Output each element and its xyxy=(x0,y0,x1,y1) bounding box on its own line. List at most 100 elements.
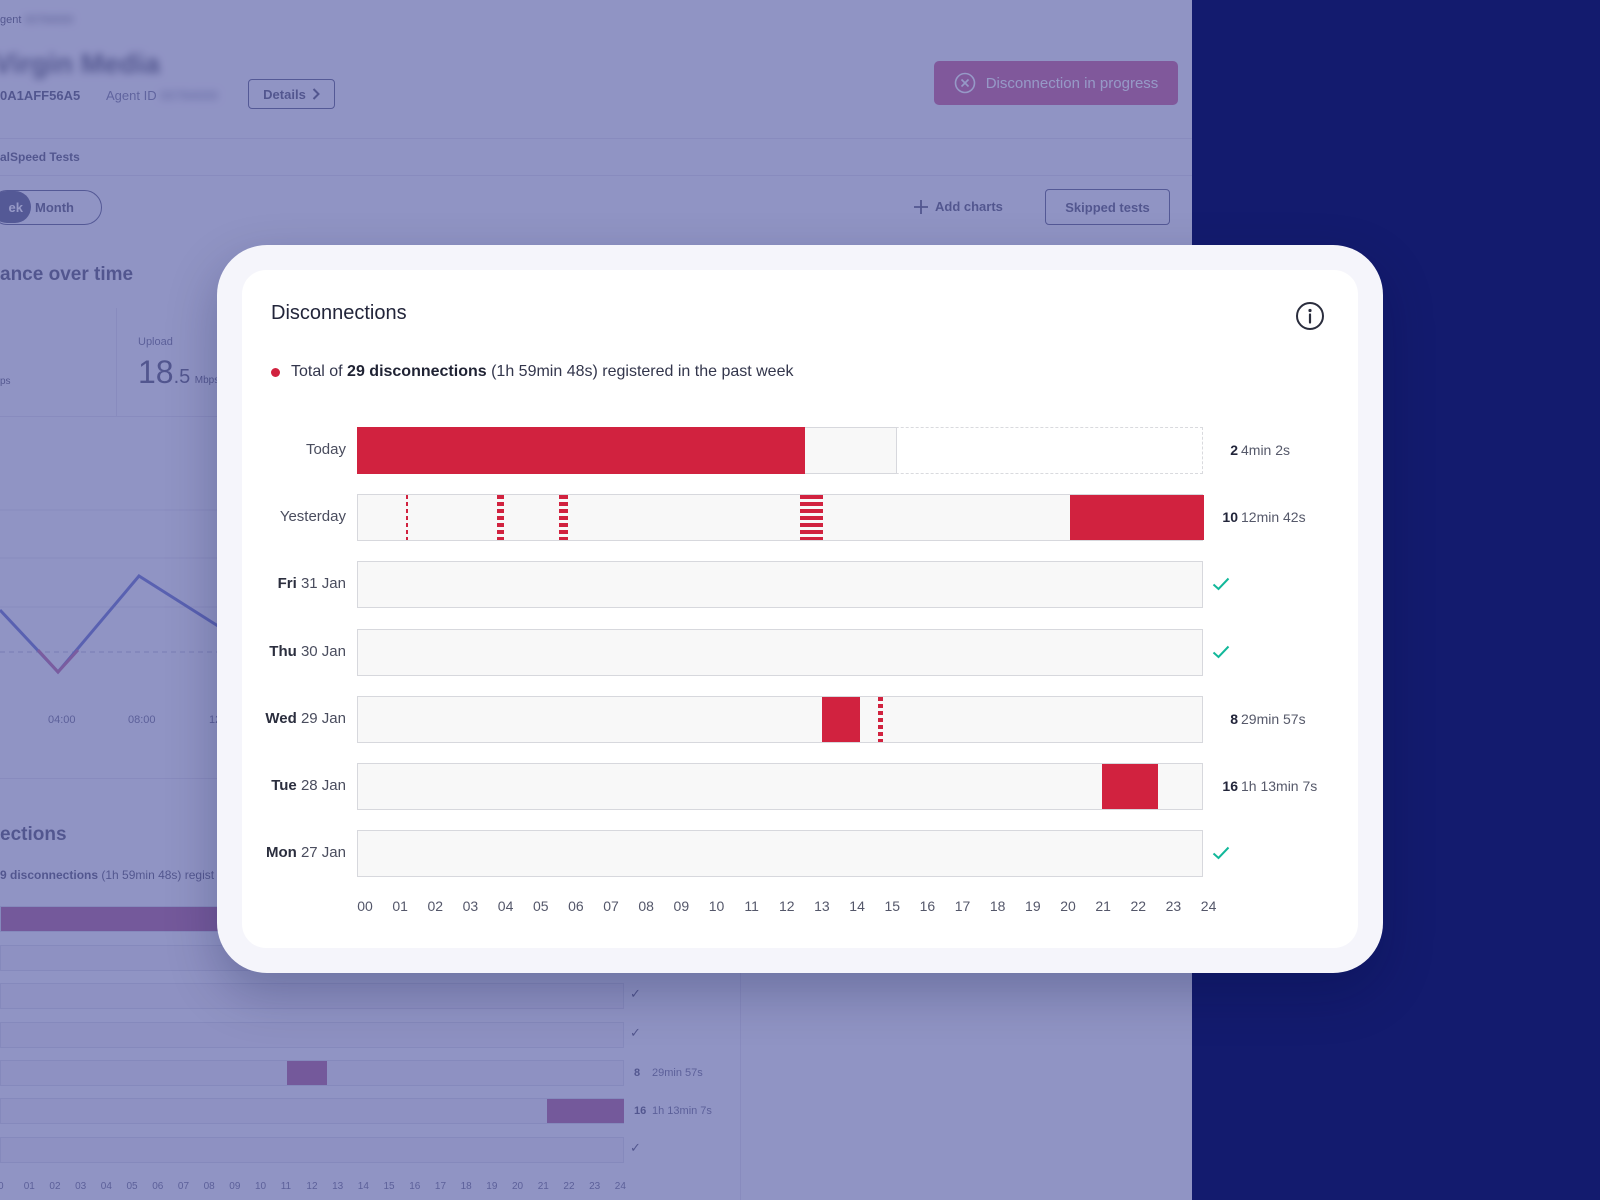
row-label: Wed 29 Jan xyxy=(265,710,346,727)
hour-tick-label: 02 xyxy=(427,898,444,914)
agent-id: Agent ID 00784000 xyxy=(106,88,219,103)
disconnection-segment[interactable] xyxy=(357,427,805,474)
performance-section-title: ance over time xyxy=(0,264,134,285)
bg-hour-tick: 14 xyxy=(357,1181,369,1192)
bg-disconnection-segment xyxy=(287,1061,327,1085)
bg-row-duration: 1h 13min 7s xyxy=(652,1105,712,1117)
upload-series-line xyxy=(0,574,219,675)
check-icon xyxy=(1212,645,1230,658)
disconnection-segment[interactable] xyxy=(405,495,409,541)
hour-tick-label: 15 xyxy=(884,898,901,914)
check-icon xyxy=(1212,578,1230,591)
hour-tick-label: 10 xyxy=(708,898,725,914)
bg-hour-tick: 02 xyxy=(49,1181,61,1192)
row-label: Today xyxy=(305,441,346,458)
bg-hour-tick: 08 xyxy=(203,1181,215,1192)
x-tick: 08:00 xyxy=(128,714,156,726)
hour-tick-label: 08 xyxy=(638,898,654,914)
toggle-week[interactable]: ek xyxy=(0,191,31,223)
status-dot xyxy=(271,367,280,377)
hour-tick-label: 19 xyxy=(1025,898,1041,914)
bg-hour-tick: 21 xyxy=(537,1181,549,1192)
bg-row-count: 16 xyxy=(634,1105,647,1117)
bg-row-duration: 29min 57s xyxy=(652,1067,703,1079)
details-button[interactable]: Details xyxy=(248,79,335,109)
bg-hour-tick: 15 xyxy=(383,1181,395,1192)
timeline-row-track[interactable] xyxy=(357,561,1203,609)
card-title: Disconnections xyxy=(271,302,407,324)
chevron-right-icon xyxy=(312,88,320,100)
hour-tick-label: 07 xyxy=(603,898,619,914)
bg-disconnection-segment xyxy=(547,1099,624,1123)
disconnection-segment[interactable] xyxy=(800,495,824,541)
row-date: 30 Jan xyxy=(296,642,346,660)
plus-icon xyxy=(914,199,928,214)
disconnections-summary: Total of 29 disconnections (1h 59min 48s… xyxy=(271,363,793,381)
hour-tick-label: 06 xyxy=(568,898,584,914)
bg-disconnection-segment xyxy=(1,907,231,931)
disconnection-duration: 29min 57s xyxy=(1241,710,1306,727)
row-day: Mon xyxy=(265,844,297,862)
row-label: Tue 28 Jan xyxy=(271,777,346,794)
disconnection-segment[interactable] xyxy=(1101,764,1159,809)
bg-hour-tick: 13 xyxy=(332,1181,344,1192)
timeline-row-track[interactable] xyxy=(357,494,1204,542)
check-icon xyxy=(1212,846,1230,860)
disconnection-segment[interactable] xyxy=(558,495,568,541)
hour-tick-label: 11 xyxy=(744,898,759,914)
bg-hour-tick: 04 xyxy=(100,1181,112,1192)
breadcrumb-id: 00784000 xyxy=(24,14,74,26)
toggle-month[interactable]: Month xyxy=(35,199,74,215)
disconnection-segment[interactable] xyxy=(1070,495,1204,541)
bg-row xyxy=(0,983,624,1009)
check-icon: ✓ xyxy=(630,986,641,1001)
disconnections-section-title: ections xyxy=(0,824,67,845)
disconnection-in-progress-button[interactable]: Disconnection in progress xyxy=(934,61,1178,105)
hour-tick-label: 22 xyxy=(1130,898,1147,914)
hour-tick-label: 16 xyxy=(919,898,936,914)
bg-hour-tick: 05 xyxy=(126,1181,138,1192)
info-icon[interactable] xyxy=(1294,300,1326,332)
hour-tick-label: 21 xyxy=(1095,898,1111,914)
period-toggle[interactable]: ek Month xyxy=(0,190,102,225)
hour-tick-label: 03 xyxy=(462,898,479,914)
bg-hour-tick: 10 xyxy=(255,1181,267,1192)
tab-speed-tests[interactable]: alSpeed Tests xyxy=(0,150,80,164)
timeline-row-track[interactable] xyxy=(357,830,1203,878)
hour-tick-label: 09 xyxy=(673,898,690,914)
disconnection-segment[interactable] xyxy=(497,495,505,541)
row-day: Wed xyxy=(265,709,297,727)
hour-tick-label: 13 xyxy=(814,898,830,914)
disconnection-duration: 4min 2s xyxy=(1241,442,1291,458)
timeline-row-track[interactable] xyxy=(357,427,1203,474)
row-date: 28 Jan xyxy=(296,777,346,794)
bg-hour-tick: 18 xyxy=(460,1181,472,1192)
hour-tick-label: 12 xyxy=(779,898,795,914)
bg-hour-tick: 11 xyxy=(280,1181,292,1192)
hour-tick-label: 04 xyxy=(497,898,514,914)
bg-row-count: 8 xyxy=(634,1067,641,1079)
disconnection-segment[interactable] xyxy=(877,696,884,742)
hour-tick-label: 05 xyxy=(532,898,549,914)
row-day: Fri xyxy=(277,575,297,593)
timeline-row-track[interactable] xyxy=(357,763,1203,810)
breadcrumb[interactable]: gent 00784000 xyxy=(0,14,74,26)
upload-value: 18.5 Mbps xyxy=(138,354,220,390)
bg-hour-tick: 0 xyxy=(0,1181,4,1192)
bg-hour-tick: 16 xyxy=(409,1181,421,1192)
bg-hour-tick: 17 xyxy=(434,1181,447,1192)
bg-hour-tick: 07 xyxy=(177,1181,190,1192)
add-charts-button[interactable]: Add charts xyxy=(914,199,1003,214)
disconnections-card: Disconnections Total of 29 disconnection… xyxy=(242,270,1358,948)
skipped-tests-button[interactable]: Skipped tests xyxy=(1045,189,1170,225)
hour-tick-label: 18 xyxy=(989,898,1006,914)
check-icon: ✓ xyxy=(630,1025,641,1040)
timeline-row-track[interactable] xyxy=(357,695,1203,743)
bg-hour-tick: 03 xyxy=(75,1181,87,1192)
row-label: Thu 30 Jan xyxy=(269,643,346,660)
divider xyxy=(0,175,1192,176)
disconnection-segment[interactable] xyxy=(821,696,861,742)
hour-tick-label: 17 xyxy=(954,898,971,914)
hour-tick-label: 23 xyxy=(1165,898,1182,914)
timeline-row-track[interactable] xyxy=(357,628,1203,676)
